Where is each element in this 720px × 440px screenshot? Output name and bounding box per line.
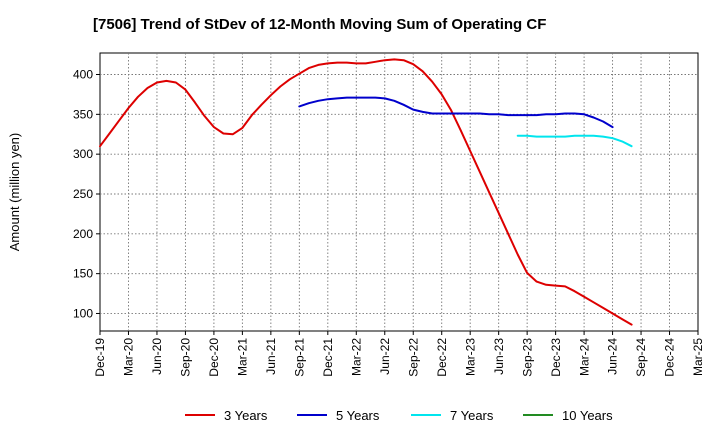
plot-area (99, 52, 699, 332)
chart-title: [7506] Trend of StDev of 12-Month Moving… (93, 16, 546, 33)
y-tick-label: 350 (73, 107, 93, 121)
x-tick-label: Sep-20 (179, 338, 193, 377)
x-tick-label: Jun-22 (378, 338, 392, 375)
y-tick-label: 100 (73, 306, 93, 320)
x-tick-label: Mar-20 (122, 338, 136, 376)
legend-label: 5 Years (336, 408, 380, 423)
x-tick-label: Jun-20 (150, 338, 164, 375)
grid-layer (100, 53, 698, 331)
legend-label: 7 Years (450, 408, 494, 423)
y-tick-label: 250 (73, 187, 93, 201)
series-line-5-years (298, 96, 614, 129)
x-tick-label: Mar-22 (349, 338, 363, 376)
x-tick-label: Jun-21 (264, 338, 278, 375)
x-tick-label: Sep-23 (520, 338, 534, 377)
x-tick-label: Jun-23 (492, 338, 506, 375)
x-tick-label: Dec-20 (207, 338, 221, 377)
y-tick-label: 400 (73, 68, 93, 82)
x-tick-label: Jun-24 (606, 338, 620, 375)
legend: 3 Years 5 Years 7 Years 10 Years (185, 408, 613, 423)
x-tick-label: Mar-23 (463, 338, 477, 376)
series-layer (99, 58, 633, 326)
x-tick-label: Sep-22 (406, 338, 420, 377)
y-tick-label: 200 (73, 227, 93, 241)
y-axis-ticks: 100 150 200 250 300 350 400 (73, 68, 100, 320)
x-tick-label: Mar-24 (577, 338, 591, 376)
x-tick-label: Sep-21 (293, 338, 307, 377)
y-axis-label: Amount (million yen) (7, 133, 22, 252)
x-tick-label: Dec-19 (93, 338, 107, 377)
x-tick-label: Dec-22 (435, 338, 449, 377)
legend-label: 3 Years (224, 408, 268, 423)
x-axis-ticks: Dec-19 Mar-20 Jun-20 Sep-20 Dec-20 Mar-21 Jun-… (93, 331, 705, 377)
series-line-3-years (99, 58, 633, 326)
x-tick-label: Dec-23 (549, 338, 563, 377)
x-tick-label: Dec-21 (321, 338, 335, 377)
x-tick-label: Sep-24 (634, 338, 648, 377)
series-line-7-years (516, 134, 633, 148)
y-tick-label: 150 (73, 267, 93, 281)
legend-label: 10 Years (562, 408, 613, 423)
x-tick-label: Mar-25 (691, 338, 705, 376)
y-tick-label: 300 (73, 147, 93, 161)
x-tick-label: Mar-21 (236, 338, 250, 376)
x-tick-label: Dec-24 (663, 338, 677, 377)
